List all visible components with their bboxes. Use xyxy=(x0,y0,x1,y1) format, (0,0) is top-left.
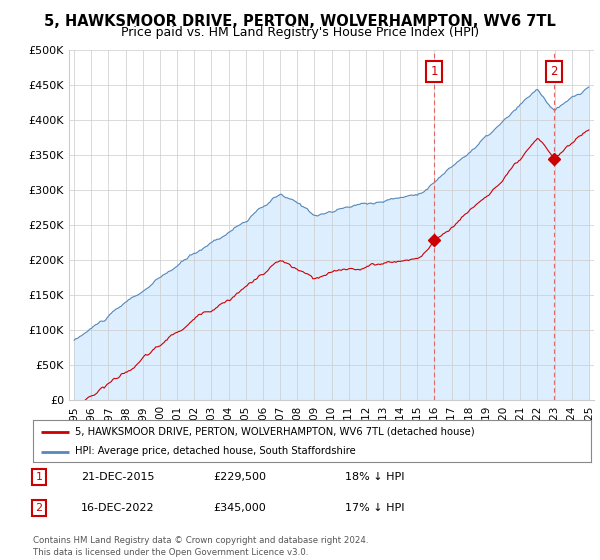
Text: 5, HAWKSMOOR DRIVE, PERTON, WOLVERHAMPTON, WV6 7TL (detached house): 5, HAWKSMOOR DRIVE, PERTON, WOLVERHAMPTO… xyxy=(75,427,475,437)
Text: HPI: Average price, detached house, South Staffordshire: HPI: Average price, detached house, Sout… xyxy=(75,446,356,456)
Text: 16-DEC-2022: 16-DEC-2022 xyxy=(81,503,155,513)
Text: 5, HAWKSMOOR DRIVE, PERTON, WOLVERHAMPTON, WV6 7TL: 5, HAWKSMOOR DRIVE, PERTON, WOLVERHAMPTO… xyxy=(44,14,556,29)
Text: 18% ↓ HPI: 18% ↓ HPI xyxy=(345,472,404,482)
Text: £345,000: £345,000 xyxy=(213,503,266,513)
Text: 1: 1 xyxy=(35,472,43,482)
Text: 1: 1 xyxy=(430,65,437,78)
Text: £229,500: £229,500 xyxy=(213,472,266,482)
Text: 17% ↓ HPI: 17% ↓ HPI xyxy=(345,503,404,513)
Text: Price paid vs. HM Land Registry's House Price Index (HPI): Price paid vs. HM Land Registry's House … xyxy=(121,26,479,39)
Text: 2: 2 xyxy=(550,65,558,78)
Text: Contains HM Land Registry data © Crown copyright and database right 2024.
This d: Contains HM Land Registry data © Crown c… xyxy=(33,536,368,557)
Text: 21-DEC-2015: 21-DEC-2015 xyxy=(81,472,155,482)
Text: 2: 2 xyxy=(35,503,43,513)
